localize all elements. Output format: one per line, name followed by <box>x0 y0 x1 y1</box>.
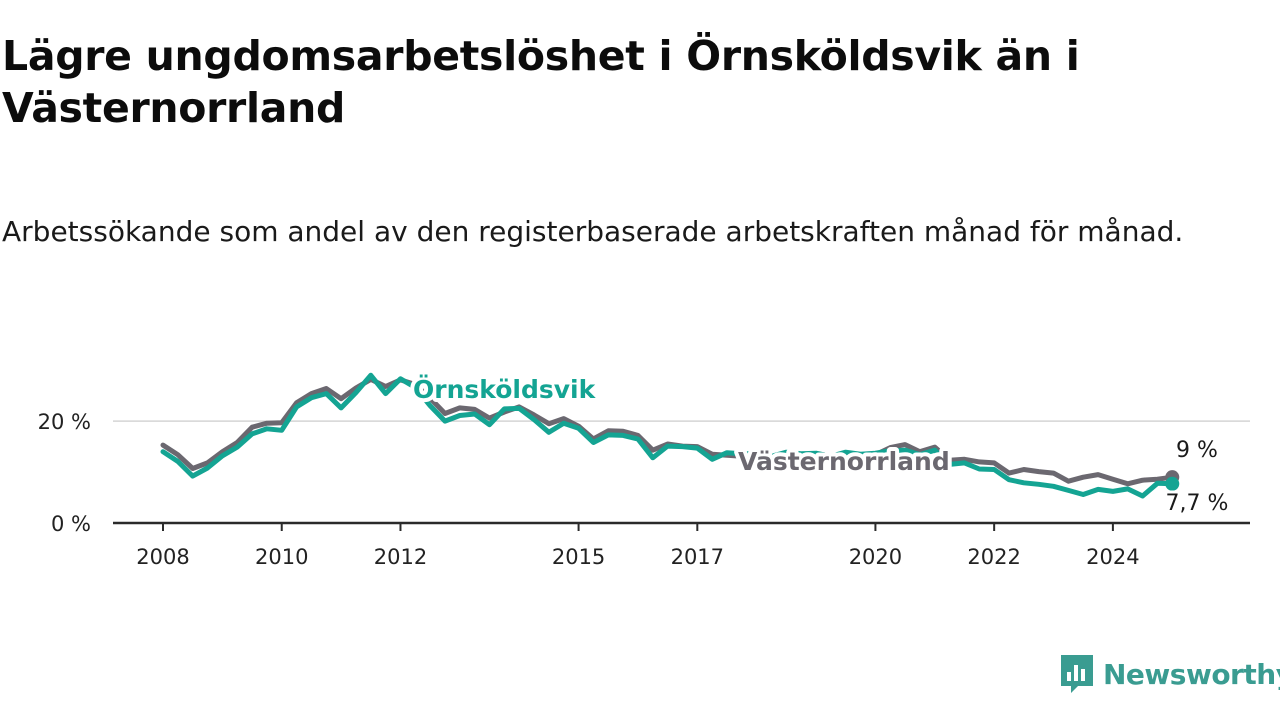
y-tick-label: 0 % <box>51 512 91 536</box>
y-tick-label: 20 % <box>38 410 91 434</box>
chart-subtitle: Arbetssökande som andel av den registerb… <box>2 215 1184 248</box>
series-lines <box>160 372 1180 499</box>
x-tick-label: 2022 <box>967 545 1020 569</box>
y-axis-ticks: 0 % 20 % <box>38 410 91 536</box>
x-tick-label: 2010 <box>255 545 308 569</box>
x-tick-label: 2012 <box>374 545 427 569</box>
series-label-ornskoldsvik: Örnsköldsvik <box>413 374 597 404</box>
series-line-ornskoldsvik <box>160 372 1175 499</box>
x-tick-label: 2020 <box>849 545 902 569</box>
x-tick-label: 2008 <box>136 545 189 569</box>
newsworthy-logo: Newsworthy <box>1059 653 1280 695</box>
series-labels: Västernorrland Örnsköldsvik 9 % 7,7 % <box>409 370 1231 519</box>
series-label-vasternorrland: Västernorrland <box>738 447 950 476</box>
x-axis: 2008 2010 2012 2015 2017 2020 2022 2024 <box>113 521 1250 569</box>
end-value-label-vasternorrland: 9 % <box>1176 438 1218 463</box>
x-tick-label: 2017 <box>671 545 724 569</box>
x-tick-label: 2024 <box>1086 545 1139 569</box>
end-point-ornskoldsvik <box>1165 476 1180 491</box>
brand-name: Newsworthy <box>1103 657 1280 691</box>
chart-title: Lägre ungdomsarbetslöshet i Örnsköldsvik… <box>2 32 1080 132</box>
bar-chart-speech-bubble-icon <box>1061 655 1093 693</box>
x-tick-label: 2015 <box>552 545 605 569</box>
end-value-label-ornskoldsvik: 7,7 % <box>1166 491 1229 516</box>
